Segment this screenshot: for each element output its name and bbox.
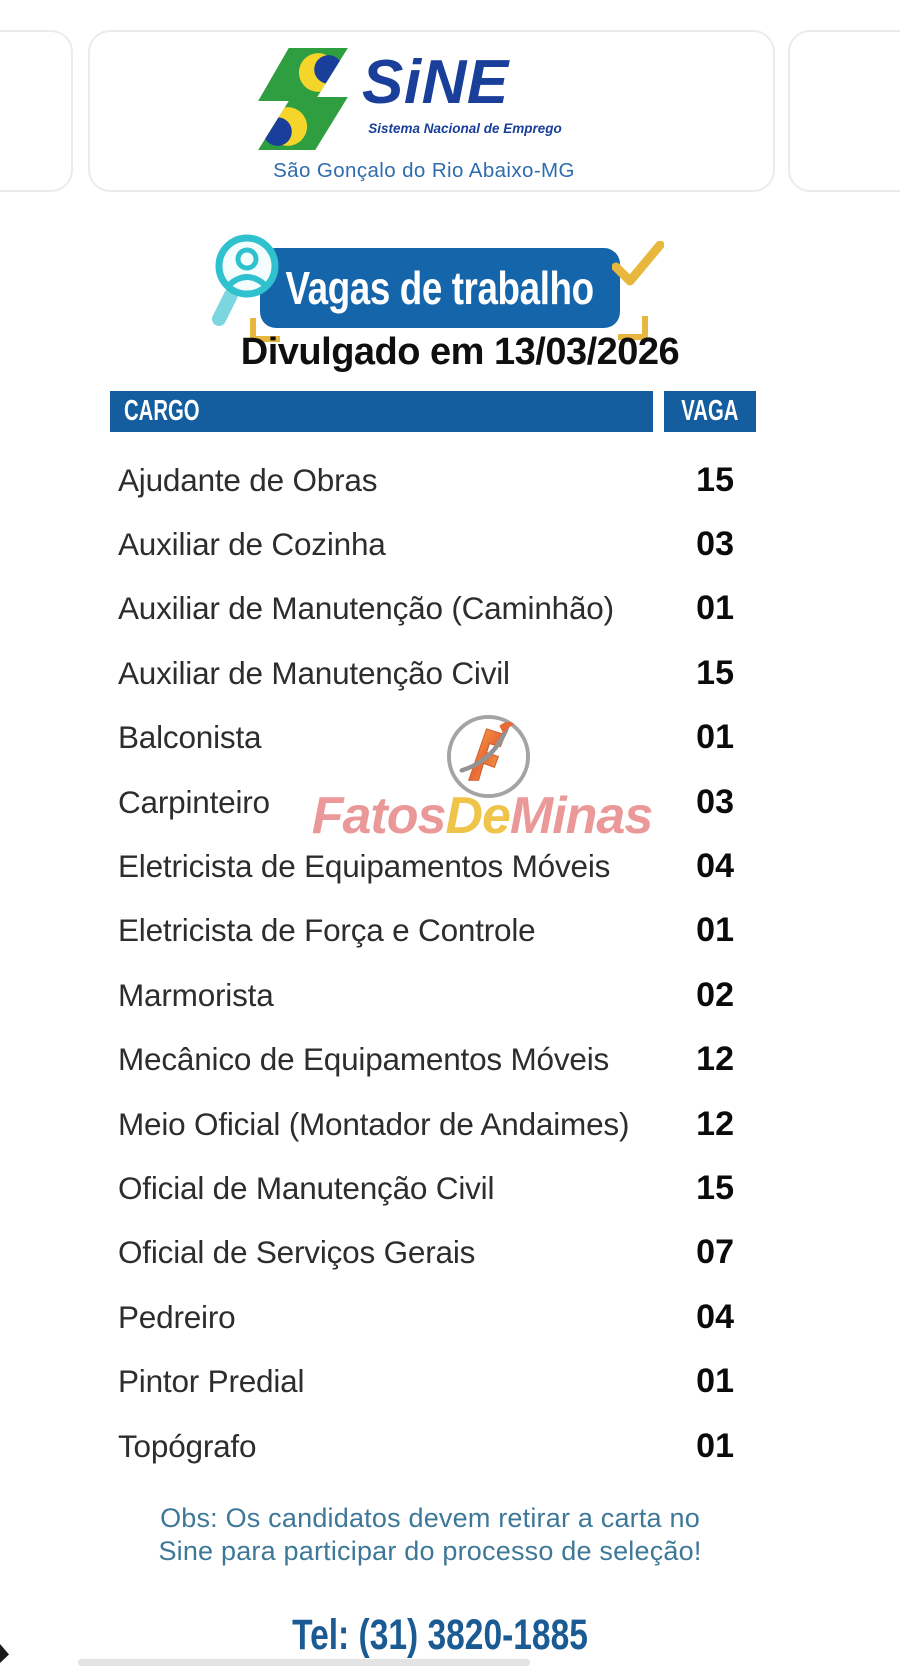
table-row: Auxiliar de Manutenção (Caminhão) 01	[110, 577, 756, 641]
job-title: Carpinteiro	[118, 783, 270, 820]
vacancy-count: 15	[696, 1168, 734, 1207]
table-row: Auxiliar de Manutenção Civil 15	[110, 641, 756, 705]
vacancy-count: 03	[696, 525, 734, 564]
vacancy-count: 01	[696, 718, 734, 757]
vacancy-count: 01	[696, 589, 734, 628]
job-title: Topógrafo	[118, 1427, 257, 1464]
vacancy-table: Ajudante de Obras 15 Auxiliar de Cozinha…	[110, 448, 756, 1478]
table-row: Pintor Predial 01	[110, 1349, 756, 1413]
table-row: Auxiliar de Cozinha 03	[110, 512, 756, 576]
job-title: Marmorista	[118, 976, 274, 1013]
vacancy-count: 15	[696, 460, 734, 499]
note-line-1: Obs: Os candidatos devem retirar a carta…	[160, 1503, 700, 1533]
column-header-vaga: VAGA	[664, 391, 756, 432]
job-title: Auxiliar de Cozinha	[118, 526, 386, 563]
phone-number: Tel: (31) 3820-1885	[292, 1611, 588, 1659]
vacancy-count: 02	[696, 975, 734, 1014]
table-row: Balconista 01	[110, 706, 756, 770]
job-title: Pedreiro	[118, 1298, 236, 1335]
table-row: Meio Oficial (Montador de Andaimes) 12	[110, 1092, 756, 1156]
header-card-left-partial	[0, 30, 73, 192]
table-row: Eletricista de Força e Controle 01	[110, 899, 756, 963]
vacancy-count: 04	[696, 1297, 734, 1336]
brand-block: SiNE Sistema Nacional de Emprego	[362, 46, 568, 152]
job-title: Pintor Predial	[118, 1363, 305, 1400]
brand-name: SiNE	[362, 48, 509, 117]
note-line-2: Sine para participar do processo de sele…	[158, 1536, 702, 1566]
table-row: Carpinteiro 03	[110, 770, 756, 834]
table-row: Topógrafo 01	[110, 1414, 756, 1478]
checkmark-icon	[612, 241, 664, 286]
job-title: Meio Oficial (Montador de Andaimes)	[118, 1105, 630, 1142]
table-row: Ajudante de Obras 15	[110, 448, 756, 512]
banner-pill: Vagas de trabalho	[260, 248, 620, 328]
corner-bracket-right-icon	[618, 316, 648, 340]
footer-note: Obs: Os candidatos devem retirar a carta…	[0, 1502, 860, 1568]
job-title: Oficial de Serviços Gerais	[118, 1234, 476, 1271]
job-title: Eletricista de Equipamentos Móveis	[118, 848, 611, 885]
job-title: Balconista	[118, 719, 262, 756]
job-title: Eletricista de Força e Controle	[118, 912, 536, 949]
header-card-right-partial	[788, 30, 900, 192]
vacancy-count: 04	[696, 847, 734, 886]
table-row: Mecânico de Equipamentos Móveis 12	[110, 1028, 756, 1092]
published-date: Divulgado em 13/03/2026	[240, 331, 680, 373]
vacancy-count: 01	[696, 911, 734, 950]
sine-logo: SiNE Sistema Nacional de Emprego	[256, 46, 568, 152]
table-row: Oficial de Manutenção Civil 15	[110, 1156, 756, 1220]
column-header-vaga-label: VAGA	[681, 395, 739, 427]
header-location: São Gonçalo do Rio Abaixo-MG	[273, 159, 575, 182]
vacancy-count: 15	[696, 653, 734, 692]
vacancy-count: 01	[696, 1426, 734, 1465]
brand-subtitle: Sistema Nacional de Emprego	[368, 121, 562, 136]
vacancy-count: 12	[696, 1040, 734, 1079]
person-search-icon	[212, 234, 279, 326]
bottom-left-mark	[0, 1644, 9, 1663]
vacancy-count: 01	[696, 1362, 734, 1401]
job-title: Auxiliar de Manutenção Civil	[118, 654, 510, 691]
vacancy-count: 07	[696, 1233, 734, 1272]
corner-bracket-left-icon	[250, 318, 280, 342]
table-row: Oficial de Serviços Gerais 07	[110, 1221, 756, 1285]
table-row: Pedreiro 04	[110, 1285, 756, 1349]
job-title: Mecânico de Equipamentos Móveis	[118, 1041, 610, 1078]
banner-title: Vagas de trabalho	[285, 262, 595, 314]
bottom-edge-artifact	[78, 1659, 530, 1666]
table-row: Marmorista 02	[110, 963, 756, 1027]
vacancy-count: 12	[696, 1104, 734, 1143]
sine-flag-icon	[258, 48, 348, 150]
header-card: SiNE Sistema Nacional de Emprego São Gon…	[88, 30, 775, 192]
vacancy-count: 03	[696, 782, 734, 821]
job-title: Oficial de Manutenção Civil	[118, 1169, 495, 1206]
column-header-cargo-label: CARGO	[124, 395, 200, 427]
job-title: Auxiliar de Manutenção (Caminhão)	[118, 590, 614, 627]
job-title: Ajudante de Obras	[118, 461, 378, 498]
column-header-cargo: CARGO	[110, 391, 653, 432]
table-row: Eletricista de Equipamentos Móveis 04	[110, 834, 756, 898]
